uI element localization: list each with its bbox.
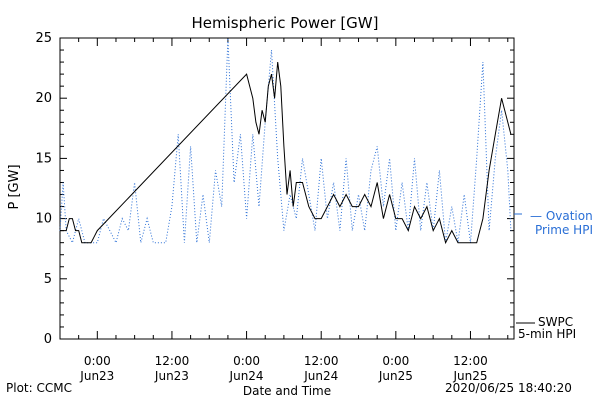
x-tick-label-time: 12:00 <box>453 354 488 368</box>
x-tick-label-time: 0:00 <box>84 354 111 368</box>
y-tick-label: 10 <box>35 212 52 227</box>
y-tick-label: 20 <box>35 91 52 106</box>
x-tick-label-time: 12:00 <box>304 354 339 368</box>
x-tick-label-time: 0:00 <box>233 354 260 368</box>
legend-ovation-label-1: — Ovation <box>530 209 593 223</box>
ovation-prime-hpi-line <box>60 38 511 243</box>
y-tick-label: 25 <box>35 31 52 46</box>
x-tick-label-time: 0:00 <box>382 354 409 368</box>
x-axis-label: Date and Time <box>243 384 331 398</box>
x-tick-label-date: Jun23 <box>154 369 189 383</box>
series-group <box>60 38 511 243</box>
y-tick-label: 15 <box>35 151 52 166</box>
plot-credit: Plot: CCMC <box>6 381 72 395</box>
y-tick-label: 5 <box>44 272 52 287</box>
x-tick-label-date: Jun24 <box>303 369 338 383</box>
legend-swpc-label-2: 5-min HPI <box>518 327 576 341</box>
x-tick-label-time: 12:00 <box>155 354 190 368</box>
x-tick-label-date: Jun24 <box>229 369 264 383</box>
hemispheric-power-chart: Hemispheric Power [GW] P [GW] Date and T… <box>0 0 600 400</box>
y-axis-label: P [GW] <box>7 164 22 209</box>
x-tick-label-date: Jun23 <box>79 369 114 383</box>
chart-title: Hemispheric Power [GW] <box>192 14 379 32</box>
y-tick-label: 0 <box>44 332 52 347</box>
legend-ovation-label-2: Prime HPI <box>535 223 593 237</box>
x-tick-label-date: Jun25 <box>378 369 413 383</box>
plot-timestamp: 2020/06/25 18:40:20 <box>445 381 572 395</box>
